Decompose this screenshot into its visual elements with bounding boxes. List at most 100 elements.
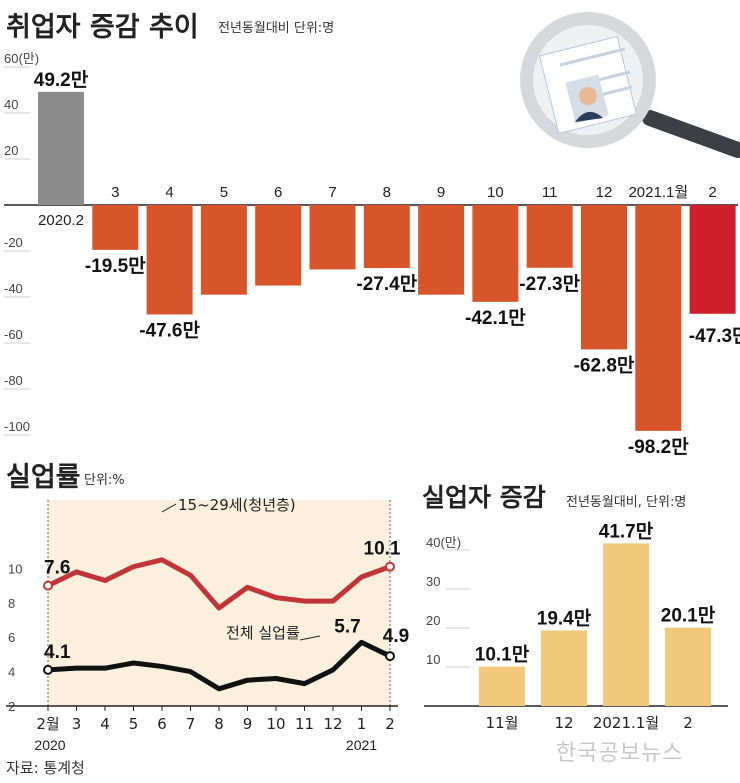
bar-2 [689, 205, 736, 314]
bar-9 [418, 205, 465, 295]
source-note: 자료: 통계청 [6, 759, 85, 777]
bar-4 [146, 205, 193, 315]
series-line-total [47, 639, 392, 692]
category-label: 9 [437, 184, 445, 201]
bar-2 [665, 627, 711, 706]
value-label: -62.8만 [574, 354, 635, 376]
x-tick-label: 6 [157, 715, 167, 733]
value-label: -42.1만 [465, 307, 526, 329]
value-label: -27.3만 [519, 273, 580, 295]
value-label: -98.2만 [628, 436, 689, 458]
x-tick-label: 1 [357, 715, 367, 733]
bar-7 [309, 205, 356, 270]
plot-area [48, 500, 390, 706]
bar-11 [526, 205, 573, 268]
point-label: 7.6 [44, 558, 70, 579]
value-label: 20.1만 [661, 605, 716, 627]
y-tick-label: 40 [4, 97, 18, 112]
employment-chart-unit: 전년동월대비 단위:명 [218, 21, 335, 36]
series-endpoint [385, 651, 395, 662]
x-tick-label: 8 [214, 715, 224, 733]
value-label: -19.5만 [85, 255, 146, 277]
y-tick-label: 60(만) [4, 51, 39, 66]
category-label: 2021.1월 [593, 714, 659, 732]
bar-12 [541, 630, 587, 706]
category-label: 2020.2 [38, 212, 84, 229]
category-label: 10 [487, 184, 504, 201]
series-endpoint [43, 580, 53, 591]
value-label: 10.1만 [475, 644, 530, 666]
bar-6 [255, 205, 302, 286]
value-label: -27.4만 [356, 273, 417, 295]
x-tick-label: 12 [323, 715, 342, 733]
category-label: 12 [554, 714, 573, 732]
employment-change-chart: -100 -80 -60 -40 -20 20 40 60(만) 2020.2 49.2만 3 -19… [4, 51, 740, 458]
category-label: 11월 [486, 714, 519, 732]
unemployed-change-chart: 10 20 30 40(만) 10.1만 11월 19.4만 12 41.7만 2021.1월 20… [424, 520, 728, 732]
watermark: 한국공보뉴스 [556, 741, 684, 766]
category-label: 8 [383, 184, 391, 201]
unemployment-rate-chart: 2468102월345678910111212202020217.610.14.… [6, 496, 409, 753]
series-line-youth [46, 557, 391, 611]
y-tick-label: 40(만) [426, 535, 461, 550]
value-label: 19.4만 [537, 607, 592, 629]
unemployed-change-title: 실업자 증감 [422, 483, 546, 512]
category-label: 6 [274, 184, 282, 201]
series-endpoint [385, 561, 395, 572]
y-tick-label: 10 [426, 652, 440, 667]
year-label: 2020 [34, 737, 65, 753]
bar-8 [363, 205, 410, 269]
bar-2021.1월 [635, 205, 682, 431]
value-label: -47.6만 [139, 319, 200, 341]
y-tick-label: -40 [4, 281, 23, 296]
category-label: 3 [111, 184, 119, 201]
y-tick-label: 6 [8, 630, 15, 645]
x-tick-label: 9 [243, 715, 253, 733]
point-label: 5.7 [334, 616, 360, 637]
y-tick-label: 10 [8, 561, 22, 576]
unemployment-rate-unit: 단위:% [84, 473, 125, 488]
series-endpoint [43, 664, 53, 675]
category-label: 2021.1월 [628, 184, 688, 201]
bar-2021.1월 [603, 543, 649, 706]
y-tick-label: 20 [426, 613, 440, 628]
series-name-total: 전체 실업률 [226, 624, 300, 642]
bar-5 [200, 205, 247, 295]
total-annotation-leader [299, 635, 321, 641]
y-tick-label: -60 [4, 327, 23, 342]
bar-10 [472, 205, 519, 302]
category-label: 11 [542, 184, 558, 201]
y-tick-label: -20 [4, 235, 23, 250]
category-label: 2 [683, 714, 693, 732]
x-tick-label: 5 [129, 715, 139, 733]
point-label: 4.1 [44, 642, 71, 663]
x-tick-label: 10 [266, 715, 285, 733]
unemployed-change-unit: 전년동월대비, 단위:명 [566, 495, 687, 510]
value-label: 41.7만 [599, 520, 654, 542]
magnifier-icon [520, 12, 740, 158]
youth-annotation-leader [161, 503, 177, 513]
category-label: 4 [165, 184, 173, 201]
x-tick-label: 2 [385, 715, 395, 733]
category-label: 5 [220, 184, 228, 201]
bar-2020.2 [38, 91, 84, 205]
y-tick-label: 20 [4, 143, 18, 158]
series-name-youth: 15~29세(청년층) [178, 496, 296, 514]
x-tick-label: 3 [72, 715, 82, 733]
unemployment-rate-title: 실업률 [6, 462, 81, 493]
x-tick-label: 4 [100, 715, 110, 733]
category-label: 12 [596, 184, 613, 201]
x-tick-label: 11 [295, 715, 314, 733]
category-label: 7 [328, 184, 336, 201]
x-tick-label: 7 [186, 715, 196, 733]
y-tick-label: 4 [8, 665, 15, 680]
bar-3 [92, 205, 139, 250]
y-tick-label: -100 [4, 419, 30, 434]
year-label: 2021 [346, 737, 377, 753]
category-label: 2 [708, 184, 716, 201]
value-label: 49.2만 [34, 69, 89, 91]
y-tick-label: -80 [4, 373, 23, 388]
y-tick-label: 30 [426, 574, 440, 589]
value-label: -47.3만 [689, 325, 740, 347]
